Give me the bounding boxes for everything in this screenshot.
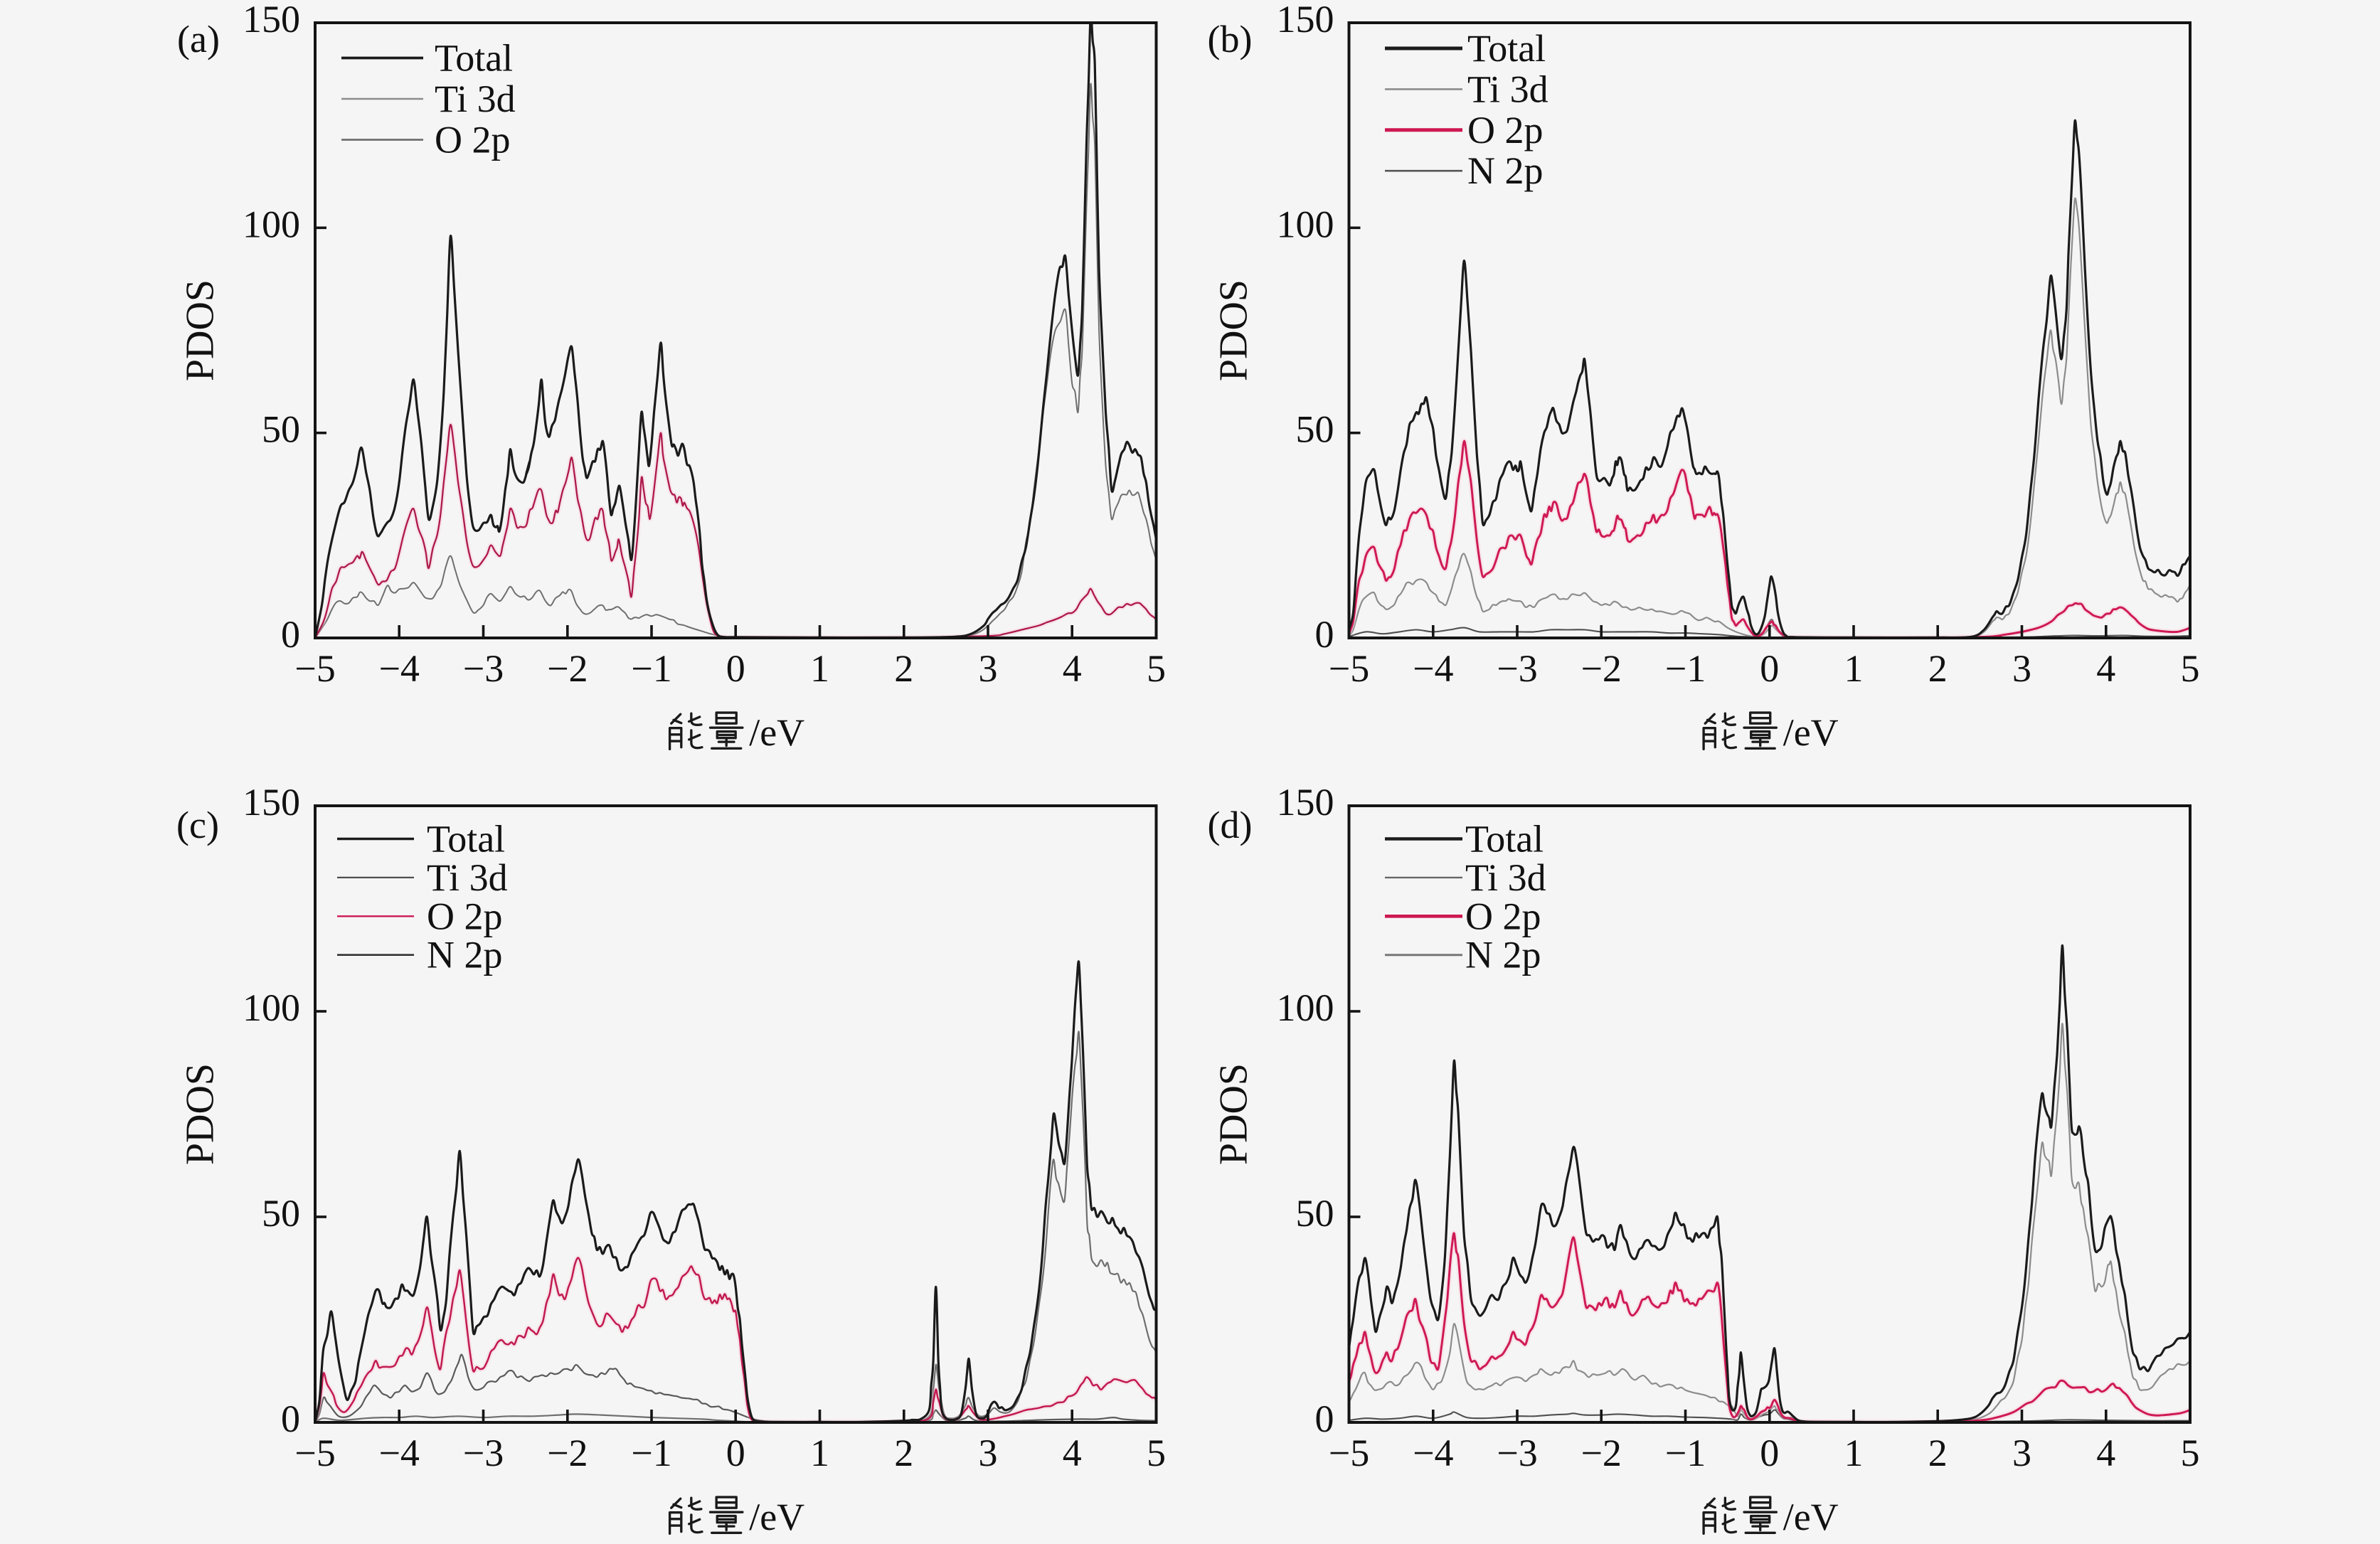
svg-text:2: 2: [1928, 647, 1948, 690]
svg-text:/eV: /eV: [749, 711, 804, 754]
svg-text:(b): (b): [1208, 18, 1253, 60]
svg-text:O 2p: O 2p: [1467, 109, 1544, 151]
svg-text:50: 50: [262, 408, 300, 451]
svg-text:PDOS: PDOS: [179, 279, 223, 381]
svg-text:PDOS: PDOS: [1212, 1063, 1256, 1165]
svg-text:Total: Total: [1467, 27, 1546, 70]
svg-text:−5: −5: [294, 1432, 335, 1474]
svg-text:100: 100: [1277, 986, 1334, 1029]
svg-text:N 2p: N 2p: [1467, 149, 1544, 192]
svg-text:50: 50: [1296, 408, 1334, 451]
svg-text:−1: −1: [631, 1432, 671, 1474]
svg-text:150: 150: [243, 781, 300, 824]
svg-text:Total: Total: [427, 818, 505, 861]
svg-text:2: 2: [1928, 1432, 1948, 1474]
svg-text:−1: −1: [1665, 647, 1706, 690]
svg-text:−3: −3: [1497, 1432, 1537, 1474]
svg-text:4: 4: [2096, 647, 2115, 690]
svg-text:−2: −2: [547, 1432, 588, 1474]
svg-text:3: 3: [979, 1432, 998, 1474]
svg-text:N 2p: N 2p: [1465, 934, 1541, 976]
svg-text:−1: −1: [631, 647, 671, 690]
svg-text:50: 50: [262, 1192, 300, 1235]
svg-text:5: 5: [2181, 1432, 2200, 1474]
svg-text:−4: −4: [1413, 647, 1453, 690]
svg-text:100: 100: [1277, 203, 1334, 245]
svg-text:N 2p: N 2p: [427, 934, 503, 976]
svg-text:O 2p: O 2p: [1465, 895, 1541, 937]
svg-text:Ti 3d: Ti 3d: [1465, 856, 1546, 899]
svg-text:−2: −2: [547, 647, 588, 690]
svg-text:−3: −3: [463, 647, 504, 690]
svg-text:/eV: /eV: [1783, 711, 1839, 754]
svg-text:−2: −2: [1581, 1432, 1621, 1474]
svg-text:150: 150: [1277, 781, 1334, 824]
svg-text:−1: −1: [1665, 1432, 1706, 1474]
svg-text:0: 0: [1315, 1397, 1334, 1440]
svg-text:3: 3: [979, 647, 998, 690]
svg-text:5: 5: [1147, 1432, 1166, 1474]
svg-text:−3: −3: [463, 1432, 504, 1474]
svg-text:/eV: /eV: [749, 1496, 804, 1538]
svg-text:PDOS: PDOS: [1212, 279, 1256, 381]
svg-text:(d): (d): [1208, 804, 1253, 846]
svg-text:1: 1: [810, 1432, 829, 1474]
svg-text:4: 4: [1063, 1432, 1082, 1474]
svg-text:1: 1: [1844, 1432, 1864, 1474]
svg-text:0: 0: [281, 613, 300, 656]
svg-text:/eV: /eV: [1783, 1496, 1839, 1538]
svg-text:2: 2: [894, 647, 913, 690]
svg-text:0: 0: [281, 1397, 300, 1440]
svg-text:4: 4: [1063, 647, 1082, 690]
svg-text:(a): (a): [177, 18, 220, 60]
svg-text:100: 100: [243, 986, 300, 1029]
svg-text:3: 3: [2012, 1432, 2031, 1474]
svg-text:150: 150: [243, 0, 300, 41]
svg-text:2: 2: [894, 1432, 913, 1474]
svg-text:−4: −4: [378, 1432, 419, 1474]
svg-text:−3: −3: [1497, 647, 1537, 690]
svg-text:−5: −5: [1329, 1432, 1369, 1474]
svg-text:0: 0: [1760, 647, 1779, 690]
svg-text:−4: −4: [378, 647, 419, 690]
svg-text:100: 100: [243, 203, 300, 245]
svg-text:0: 0: [1760, 1432, 1779, 1474]
svg-text:PDOS: PDOS: [179, 1063, 223, 1165]
svg-text:O 2p: O 2p: [435, 119, 511, 161]
svg-text:0: 0: [1315, 613, 1334, 656]
svg-text:Ti 3d: Ti 3d: [1467, 68, 1548, 110]
svg-text:Ti 3d: Ti 3d: [435, 78, 516, 120]
svg-text:3: 3: [2012, 647, 2031, 690]
svg-text:1: 1: [810, 647, 829, 690]
svg-text:0: 0: [726, 1432, 745, 1474]
svg-text:4: 4: [2096, 1432, 2115, 1474]
svg-text:(c): (c): [176, 804, 219, 846]
svg-text:1: 1: [1844, 647, 1864, 690]
svg-text:−5: −5: [1329, 647, 1369, 690]
svg-text:5: 5: [2181, 647, 2200, 690]
svg-text:O 2p: O 2p: [427, 895, 503, 937]
svg-text:−5: −5: [294, 647, 335, 690]
svg-text:50: 50: [1296, 1192, 1334, 1235]
svg-text:5: 5: [1147, 647, 1166, 690]
svg-text:Total: Total: [1465, 818, 1544, 861]
svg-text:−2: −2: [1581, 647, 1621, 690]
svg-text:0: 0: [726, 647, 745, 690]
svg-text:Total: Total: [435, 37, 513, 80]
svg-text:Ti 3d: Ti 3d: [427, 856, 508, 899]
svg-text:−4: −4: [1413, 1432, 1453, 1474]
svg-text:150: 150: [1277, 0, 1334, 41]
